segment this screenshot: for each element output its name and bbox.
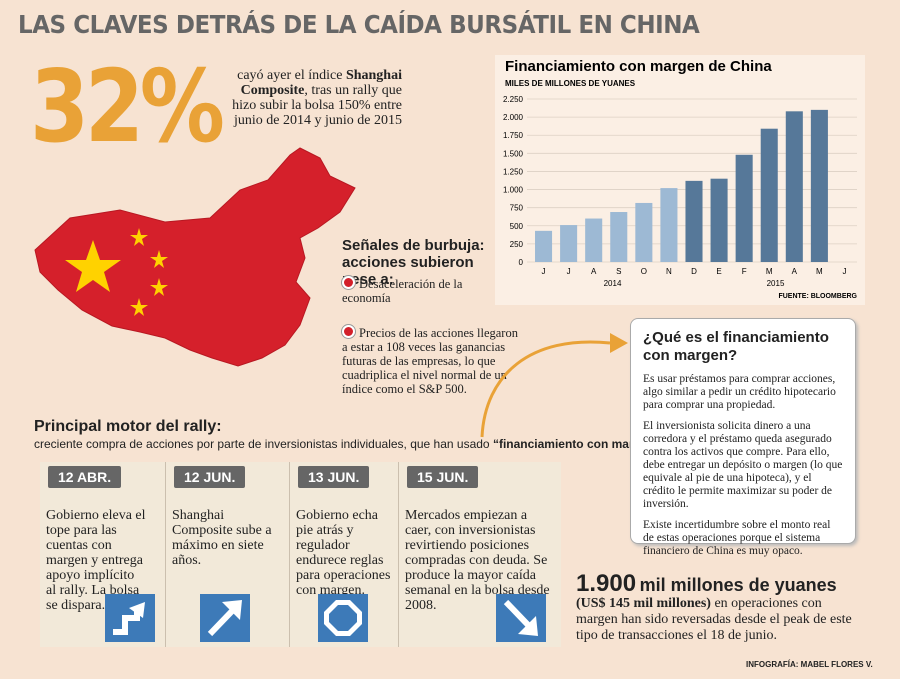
card-text: Gobierno eleva el tope para las cuentas … [46, 508, 146, 613]
text: Desaceleración de la economía [342, 277, 463, 305]
page-title: LAS CLAVES DETRÁS DE LA CAÍDA BURSÁTIL E… [18, 10, 700, 39]
timeline-card: 13 JUN. Gobierno echa pie atrás y regula… [290, 462, 399, 647]
bar [535, 230, 553, 262]
bullet [342, 276, 355, 289]
date-tab: 12 JUN. [174, 466, 246, 488]
x-tick-label: F [742, 267, 747, 276]
signal-item: Precios de las acciones llegaron a estar… [342, 325, 522, 396]
number: 1.900 [576, 570, 637, 597]
icon [318, 594, 368, 642]
x-tick-label: A [792, 267, 798, 276]
box-paragraph: Es usar préstamos para comprar acciones,… [643, 373, 836, 411]
text: Precios de las acciones llegaron a estar… [342, 326, 518, 396]
text: cayó ayer el índice [237, 68, 346, 83]
y-tick-label: 0 [519, 258, 524, 267]
bar [760, 128, 778, 262]
icon [200, 594, 250, 642]
y-tick-label: 500 [510, 222, 524, 231]
date-tab: 15 JUN. [407, 466, 479, 488]
timeline-card: 12 JUN. Shanghai Composite sube a máximo… [166, 462, 290, 647]
icon [496, 594, 546, 642]
x-tick-label: D [691, 267, 697, 276]
box-paragraph: El inversionista solicita dinero a una c… [643, 420, 843, 510]
y-tick-label: 750 [510, 204, 524, 213]
chart-subtitle: MILES DE MILLONES DE YUANES [505, 79, 636, 88]
bullet [342, 325, 355, 338]
big-figure: 32% [30, 48, 225, 165]
info-box: ¿Qué es el financiamiento con margen? Es… [630, 318, 856, 557]
box-paragraph: Existe incertidumbre sobre el monto real… [643, 519, 831, 557]
x-tick-label: A [591, 267, 597, 276]
date-tab: 12 ABR. [48, 466, 122, 488]
chart: Financiamiento con margen de China MILES… [495, 55, 865, 305]
bar [810, 109, 828, 262]
year-label: 2015 [767, 279, 785, 288]
bar [735, 154, 753, 262]
y-tick-label: 1.250 [503, 167, 524, 176]
y-tick-label: 1.750 [503, 131, 524, 140]
x-tick-label: M [816, 267, 823, 276]
credit: INFOGRAFÍA: MABEL FLORES V. [746, 660, 873, 669]
x-tick-label: E [716, 267, 721, 276]
bar [660, 188, 678, 262]
stars [65, 228, 168, 316]
x-tick-label: S [616, 267, 621, 276]
chart-source: FUENTE: BLOOMBERG [778, 293, 857, 300]
y-tick-label: 2.250 [503, 95, 524, 104]
y-tick-label: 1.500 [503, 149, 524, 158]
bottom-stat: 1.900 mil millones de yuanes (US$ 145 mil… [576, 572, 862, 644]
bar [785, 111, 803, 262]
bar [685, 180, 703, 262]
signals-title: Señales de burbuja: acciones subieron pe… [342, 237, 485, 288]
bar [585, 218, 603, 262]
arrow [480, 333, 628, 438]
card-text: Shanghai Composite sube a máximo en siet… [172, 508, 272, 568]
x-tick-label: N [666, 267, 672, 276]
y-tick-label: 2.000 [503, 113, 524, 122]
x-tick-label: O [641, 267, 647, 276]
y-tick-label: 250 [510, 240, 524, 249]
icon [105, 594, 155, 642]
text: “financiamiento con margen”. [492, 437, 665, 451]
text: , tras un rally que hizo subir la bolsa … [232, 83, 402, 128]
bar [560, 225, 578, 262]
rally-title: Principal motor del rally: [34, 418, 222, 435]
china-map [34, 147, 356, 367]
text: creciente compra de acciones por parte d… [34, 437, 493, 451]
y-tick-label: 1.000 [503, 186, 524, 195]
bar [610, 212, 628, 262]
rally-text: creciente compra de acciones por parte d… [34, 437, 664, 451]
text: (US$ 145 mil millones) [576, 596, 711, 611]
x-tick-label: J [842, 267, 846, 276]
card-text: Mercados empiezan a caer, con inversioni… [405, 508, 550, 613]
signal-item: Desaceleración de la economía [342, 276, 492, 305]
text: en operaciones con margen han sido rever… [576, 596, 852, 643]
x-tick-label: J [542, 267, 546, 276]
x-tick-label: M [766, 267, 773, 276]
card-text: Gobierno echa pie atrás y regulador endu… [296, 508, 391, 598]
timeline-card: 12 ABR. Gobierno eleva el tope para las … [40, 462, 166, 647]
stat-text: cayó ayer el índice Shanghai Composite, … [226, 68, 402, 128]
x-tick-label: J [567, 267, 571, 276]
bar [635, 202, 653, 262]
timeline-card: 15 JUN. Mercados empiezan a caer, con in… [399, 462, 561, 647]
year-label: 2014 [604, 279, 622, 288]
box-title: ¿Qué es el financiamiento con margen? [643, 329, 829, 364]
bar [710, 178, 728, 262]
map-shape [34, 147, 356, 367]
text: Shanghai Composite [240, 68, 402, 98]
chart-title: Financiamiento con margen de China [505, 58, 772, 75]
chart-background [495, 55, 865, 305]
unit: mil millones de yuanes [639, 575, 837, 595]
date-tab: 13 JUN. [298, 466, 370, 488]
